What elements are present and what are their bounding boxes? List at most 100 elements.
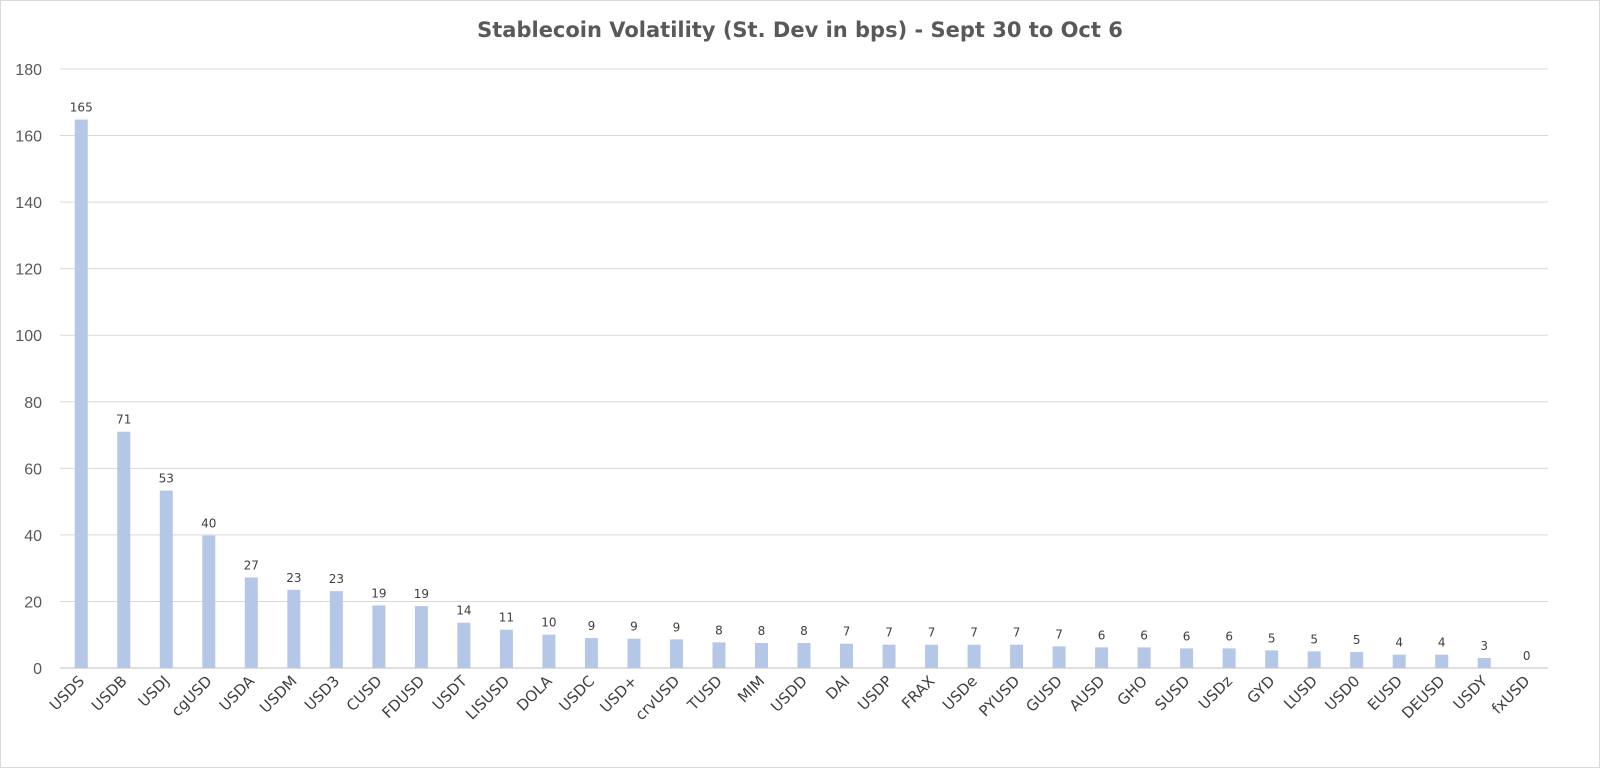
data-label: 4 <box>1395 636 1403 650</box>
bar <box>1350 652 1364 668</box>
data-label: 0 <box>1523 649 1531 663</box>
data-label: 8 <box>800 624 808 638</box>
bar <box>840 643 854 668</box>
y-tick-label: 80 <box>24 395 42 412</box>
y-tick-label: 100 <box>15 328 42 345</box>
x-tick-label: MIM <box>734 672 768 706</box>
bar <box>1137 647 1151 668</box>
x-tick-label: USD3 <box>301 672 343 714</box>
x-tick-label: fxUSD <box>1488 672 1533 717</box>
x-tick-label: USD0 <box>1321 672 1363 714</box>
x-tick-label: USDD <box>767 672 811 716</box>
data-label: 6 <box>1225 629 1233 643</box>
bar <box>244 577 258 668</box>
y-tick-label: 140 <box>15 195 42 212</box>
bar <box>117 431 131 668</box>
y-tick-label: 20 <box>24 594 42 611</box>
data-label: 6 <box>1098 628 1106 642</box>
bar <box>1052 646 1066 668</box>
bar <box>754 643 768 668</box>
bar <box>967 644 981 668</box>
y-tick-label: 160 <box>15 129 42 146</box>
bar <box>1265 650 1279 668</box>
bar <box>457 622 471 668</box>
bar <box>1435 654 1449 668</box>
y-tick-label: 180 <box>15 62 42 79</box>
bar <box>1222 648 1236 668</box>
data-label: 9 <box>588 619 596 633</box>
x-tick-label: GHO <box>1114 672 1151 709</box>
bar <box>329 591 343 668</box>
bar <box>584 638 598 668</box>
bar <box>1477 658 1491 668</box>
bar <box>712 642 726 668</box>
x-tick-label: USDz <box>1195 672 1236 713</box>
x-tick-label: DOLA <box>513 672 556 715</box>
data-label: 11 <box>499 611 514 625</box>
gridlines <box>60 68 1548 669</box>
y-tick-label: 120 <box>15 262 42 279</box>
data-label: 7 <box>928 626 936 640</box>
x-tick-label: USDP <box>854 672 896 714</box>
data-label: 9 <box>630 620 638 634</box>
x-tick-label: AUSD <box>1066 672 1109 715</box>
x-tick-label: SUSD <box>1151 672 1193 714</box>
data-label: 9 <box>673 620 681 634</box>
data-label: 53 <box>159 472 174 486</box>
data-label: 4 <box>1438 636 1446 650</box>
data-label: 3 <box>1480 639 1488 653</box>
y-tick-label: 0 <box>33 661 42 678</box>
data-label: 8 <box>758 624 766 638</box>
x-tick-label: USDJ <box>135 672 174 711</box>
data-label: 7 <box>885 626 893 640</box>
x-tick-label: crvUSD <box>631 672 683 724</box>
x-tick-label: TUSD <box>683 672 726 715</box>
bar <box>202 535 216 668</box>
bar <box>1392 654 1406 668</box>
bar <box>669 639 683 668</box>
bar <box>1180 648 1194 668</box>
data-label: 14 <box>456 604 471 618</box>
x-tick-label: cgUSD <box>168 672 216 720</box>
data-label: 71 <box>116 413 131 427</box>
y-axis-ticks: 0 20 40 60 80 100 120 140 160 180 <box>15 62 42 678</box>
x-tick-label: USDA <box>216 672 259 715</box>
x-tick-label: GUSD <box>1022 672 1066 716</box>
bar <box>797 643 811 668</box>
bar <box>74 119 88 669</box>
bar <box>159 490 173 668</box>
x-tick-label: USDS <box>46 672 88 714</box>
bar <box>287 589 301 668</box>
x-tick-label: FRAX <box>898 672 938 712</box>
x-tick-label: USDY <box>1450 672 1492 714</box>
chart-title: Stablecoin Volatility (St. Dev in bps) -… <box>477 18 1123 42</box>
data-label: 5 <box>1268 631 1276 645</box>
data-label: 19 <box>371 586 386 600</box>
bar <box>372 605 386 668</box>
bar <box>542 634 556 668</box>
x-tick-label: USDM <box>256 672 301 717</box>
data-label: 7 <box>843 625 851 639</box>
data-label: 8 <box>715 623 723 637</box>
data-label: 6 <box>1183 629 1191 643</box>
bar <box>1010 644 1024 668</box>
data-label: 27 <box>244 558 259 572</box>
y-tick-label: 40 <box>24 528 42 545</box>
data-label: 7 <box>970 626 978 640</box>
bar <box>1307 651 1321 668</box>
x-tick-label: LISUSD <box>462 672 513 723</box>
data-label: 7 <box>1013 626 1021 640</box>
x-tick-label: FDUSD <box>379 672 429 722</box>
x-tick-label: DAI <box>822 672 853 703</box>
x-tick-label: GYD <box>1243 672 1278 707</box>
data-label: 23 <box>329 572 344 586</box>
bars <box>74 119 1491 669</box>
data-label: 40 <box>201 517 216 531</box>
x-tick-label: LUSD <box>1280 672 1321 713</box>
x-tick-label: USDC <box>555 672 598 715</box>
data-label: 165 <box>70 101 93 115</box>
